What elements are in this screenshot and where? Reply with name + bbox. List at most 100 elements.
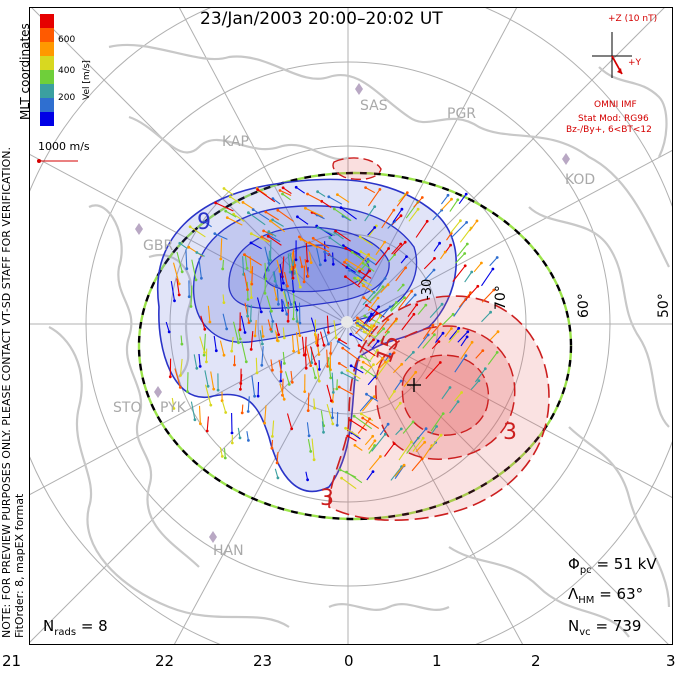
velocity-vector <box>191 259 197 281</box>
velocity-vector <box>422 334 435 349</box>
vector-origin <box>480 261 483 265</box>
vector-origin <box>365 304 368 307</box>
velocity-vector <box>450 222 467 239</box>
vector-origin <box>387 330 390 334</box>
velocity-vector <box>185 249 188 269</box>
vector-origin <box>297 351 301 355</box>
velocity-vector <box>307 392 310 411</box>
velocity-vector <box>319 331 325 346</box>
colorbar-segment <box>40 98 54 112</box>
velocity-vector <box>199 336 206 353</box>
velocity-vector <box>309 242 330 253</box>
velocity-vector <box>317 227 336 236</box>
velocity-vector <box>255 357 258 373</box>
velocity-vector <box>215 202 234 212</box>
velocity-vector <box>326 349 329 367</box>
vector-origin <box>399 427 403 431</box>
vector-origin <box>291 276 295 280</box>
colorbar-tick-200: 200 <box>58 93 76 103</box>
vector-origin <box>346 369 349 372</box>
velocity-vector <box>367 376 376 386</box>
vector-origin <box>246 298 250 301</box>
mlt-label-1: 1 <box>432 652 442 670</box>
velocity-vector <box>444 328 452 338</box>
velocity-vector <box>351 251 365 262</box>
vector-origin <box>439 322 442 326</box>
velocity-vector <box>407 304 418 318</box>
velocity-vector <box>170 281 176 301</box>
vector-origin <box>331 391 335 394</box>
velocity-vector <box>204 370 209 387</box>
velocity-vector <box>265 211 279 221</box>
velocity-vector <box>326 315 329 333</box>
vector-origin <box>368 269 372 273</box>
velocity-vector <box>398 290 413 310</box>
vector-origin <box>359 412 363 416</box>
velocity-vector <box>381 209 395 229</box>
vector-origin <box>433 333 436 337</box>
velocity-vector <box>404 351 414 362</box>
vector-origin <box>247 439 250 442</box>
velocity-vector <box>231 336 234 352</box>
vector-origin <box>339 206 343 210</box>
vector-origin <box>208 320 212 324</box>
vector-origin <box>283 362 286 365</box>
velocity-vector <box>487 352 498 365</box>
velocity-vector <box>190 285 193 307</box>
vector-origin <box>304 366 308 370</box>
vector-origin <box>438 361 442 364</box>
vector-origin <box>187 245 191 249</box>
contour-label-dawn-edge: 3 <box>503 420 517 445</box>
vector-origin <box>250 296 253 299</box>
vector-origin <box>306 274 310 278</box>
vector-origin <box>286 306 290 310</box>
velocity-vector <box>353 415 373 430</box>
velocity-vector <box>292 300 295 320</box>
velocity-vector <box>347 370 361 380</box>
vector-origin <box>377 305 380 309</box>
vector-origin <box>399 214 403 218</box>
velocity-vector <box>351 432 361 440</box>
velocity-vector <box>395 267 407 282</box>
vector-origin <box>247 211 250 215</box>
velocity-vector <box>473 262 482 273</box>
velocity-vector <box>474 368 486 383</box>
velocity-vector <box>240 315 246 333</box>
velocity-vector <box>311 438 315 460</box>
vector-origin <box>300 265 304 269</box>
velocity-vector <box>362 291 375 306</box>
velocity-vector <box>425 362 441 380</box>
vector-origin <box>307 434 311 438</box>
station-pyk: PYK <box>160 400 186 416</box>
vector-origin <box>327 331 330 334</box>
velocity-vector <box>456 243 468 257</box>
velocity-vector <box>361 366 376 378</box>
velocity-vector <box>401 313 415 331</box>
vector-origin <box>209 403 213 407</box>
vector-origin <box>361 416 365 420</box>
velocity-vector <box>489 331 499 341</box>
vector-origin <box>465 242 469 246</box>
velocity-vector <box>219 340 225 356</box>
velocity-vector <box>375 248 390 266</box>
vector-origin <box>424 427 428 431</box>
vector-origin <box>292 290 295 293</box>
velocity-vector <box>310 317 316 331</box>
velocity-vector <box>165 321 170 333</box>
velocity-vector <box>368 328 384 345</box>
velocity-vector <box>250 242 262 250</box>
velocity-vector <box>417 304 427 315</box>
velocity-vector <box>441 313 454 326</box>
vector-origin <box>344 426 347 430</box>
vector-origin <box>405 255 408 258</box>
vector-origin <box>315 341 318 345</box>
velocity-vector <box>250 304 252 321</box>
colorbar-segment <box>40 42 54 56</box>
vector-origin <box>189 305 193 308</box>
velocity-vector <box>193 354 198 369</box>
velocity-vector <box>389 302 397 311</box>
velocity-vector <box>329 237 346 250</box>
vector-origin <box>375 312 379 315</box>
velocity-vector <box>440 194 449 205</box>
velocity-vector <box>379 423 389 436</box>
